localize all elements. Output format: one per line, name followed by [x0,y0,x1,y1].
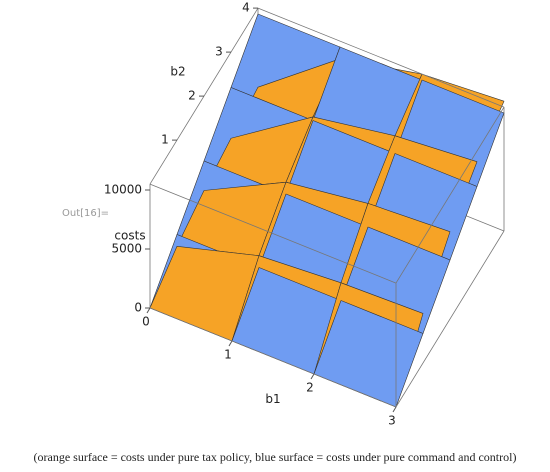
z-axis-label: costs [114,229,145,243]
out-label: Out[16]= [62,208,109,219]
box-edge [149,183,397,284]
z-tick-label: 10000 [104,183,142,197]
x-tick [392,406,397,413]
x-tick-label: 2 [306,381,314,395]
x-tick-label: 3 [388,414,396,428]
y-tick-label: 1 [161,133,169,147]
box-edge [257,7,505,108]
z-tick-label: 5000 [111,242,142,256]
box-edge [149,307,397,408]
box-edge [395,106,505,284]
x-tick [228,340,233,347]
y-tick-label: 4 [242,1,250,15]
y-tick-label: 2 [188,89,196,103]
y-axis-label: b2 [170,65,185,79]
box-edge [395,230,505,408]
x-tick [310,373,315,380]
x-axis-label: b1 [265,392,280,406]
x-tick-label: 1 [224,348,232,362]
y-tick-label: 3 [215,45,223,59]
z-tick-label: 0 [134,301,142,315]
x-tick-label: 0 [142,315,150,329]
caption: (orange surface = costs under pure tax p… [34,450,517,464]
x-tick [146,307,151,314]
